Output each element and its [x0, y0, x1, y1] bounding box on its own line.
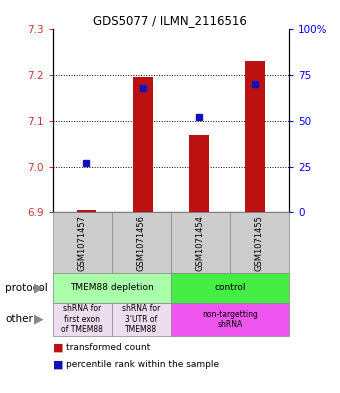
Text: shRNA for
first exon
of TMEM88: shRNA for first exon of TMEM88: [61, 305, 103, 334]
Text: ■: ■: [53, 343, 63, 353]
Text: other: other: [5, 314, 33, 324]
Text: control: control: [214, 283, 246, 292]
Text: GSM1071455: GSM1071455: [255, 215, 264, 271]
Text: ▶: ▶: [34, 313, 44, 326]
Text: ■: ■: [53, 360, 63, 369]
Text: TMEM88 depletion: TMEM88 depletion: [70, 283, 154, 292]
Text: percentile rank within the sample: percentile rank within the sample: [66, 360, 219, 369]
Text: shRNA for
3'UTR of
TMEM88: shRNA for 3'UTR of TMEM88: [122, 305, 160, 334]
Text: non-targetting
shRNA: non-targetting shRNA: [202, 310, 258, 329]
Text: GSM1071456: GSM1071456: [137, 215, 146, 271]
Bar: [133, 77, 153, 212]
Bar: [189, 136, 209, 212]
Text: protocol: protocol: [5, 283, 48, 293]
Text: GSM1071457: GSM1071457: [78, 215, 87, 271]
Text: ▶: ▶: [34, 281, 44, 294]
Text: GSM1071454: GSM1071454: [196, 215, 205, 271]
Text: transformed count: transformed count: [66, 343, 151, 352]
Bar: [245, 61, 265, 212]
Text: GDS5077 / ILMN_2116516: GDS5077 / ILMN_2116516: [93, 14, 247, 27]
Bar: [76, 210, 96, 212]
